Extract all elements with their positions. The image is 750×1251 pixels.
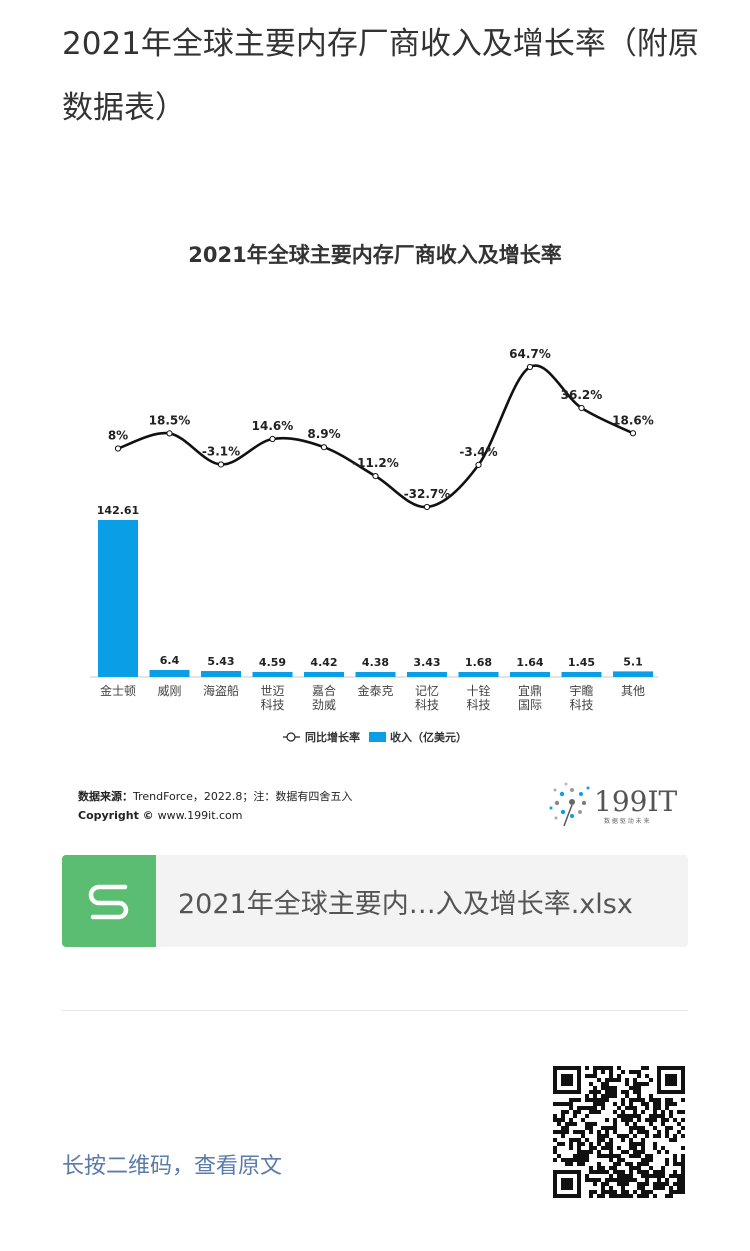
growth-data-label: 8.9% xyxy=(307,427,340,441)
source-note: 数据来源：TrendForce，2022.8；注：数据有四舍五入 xyxy=(78,789,352,803)
bar xyxy=(613,671,653,677)
growth-line-series: 8% 18.5% -3.1% 14.6% 8.9% -11.2% -32.7% -3.4% 64… xyxy=(108,347,654,511)
legend: 同比增长率 收入（亿美元） xyxy=(283,730,467,744)
copyright-text: www.199it.com xyxy=(158,809,243,822)
chart-card: 2021年全球主要内存厂商收入及增长率 142.61 6.4 5.43 4.59 4.4… xyxy=(60,210,700,840)
x-tick-label: 宜鼎 xyxy=(518,683,542,698)
x-tick-label: 十铨 xyxy=(466,683,490,698)
bar-data-label: 5.1 xyxy=(623,655,643,668)
growth-point xyxy=(320,444,328,451)
bar xyxy=(149,669,190,677)
bar-data-label: 4.42 xyxy=(310,656,337,669)
bar-data-label: 4.59 xyxy=(259,656,286,669)
growth-point xyxy=(526,363,534,371)
growth-data-label: 18.5% xyxy=(149,413,191,427)
chart: 2021年全球主要内存厂商收入及增长率 142.61 6.4 5.43 4.59 4.4… xyxy=(78,243,678,827)
growth-point xyxy=(269,435,276,443)
bar xyxy=(98,520,138,677)
x-tick-label: 金士顿 xyxy=(100,683,136,698)
page-title: 2021年全球主要内存厂商收入及增长率（附原数据表） xyxy=(62,26,699,126)
attachment-filename: 2021年全球主要内…入及增长率.xlsx xyxy=(178,888,633,920)
attachment-card[interactable]: 2021年全球主要内…入及增长率.xlsx xyxy=(62,855,688,947)
bar-series: 142.61 6.4 5.43 4.59 4.42 4.38 3.43 1.68 1.64 1.4… xyxy=(97,504,653,677)
logo-tagline: 数 据 驱 动 未 来 xyxy=(604,817,650,825)
bar xyxy=(458,672,499,677)
bar-data-label: 3.43 xyxy=(413,656,440,669)
dandelion-icon xyxy=(549,782,590,827)
x-tick-label: 记忆 xyxy=(415,684,439,698)
x-tick-label: 科技 xyxy=(569,698,593,712)
growth-data-label: 18.6% xyxy=(612,413,654,427)
x-tick-label: 世迈 xyxy=(260,684,284,698)
growth-point xyxy=(114,445,122,452)
bar xyxy=(407,672,447,677)
growth-data-label: -11.2% xyxy=(352,456,399,470)
copyright-label: Copyright © xyxy=(78,809,154,822)
x-tick-label: 嘉合 xyxy=(312,683,336,698)
growth-data-label: 64.7% xyxy=(509,347,551,361)
bar-data-label: 4.38 xyxy=(362,656,389,669)
x-tick-label: 科技 xyxy=(466,698,490,712)
bar-data-label: 5.43 xyxy=(207,655,234,668)
bar xyxy=(201,671,241,677)
growth-data-label: 8% xyxy=(108,428,128,442)
growth-data-label: -32.7% xyxy=(404,487,451,501)
growth-point xyxy=(372,472,379,480)
x-tick-label: 科技 xyxy=(415,698,439,712)
growth-data-label: -3.4% xyxy=(459,445,497,459)
bar-data-label: 142.61 xyxy=(97,504,139,517)
copyright-note: Copyright © www.199it.com xyxy=(78,809,243,822)
bar-data-label: 1.68 xyxy=(465,656,492,669)
x-tick-label: 科技 xyxy=(260,698,284,712)
bar-data-label: 6.4 xyxy=(160,654,180,667)
spreadsheet-icon xyxy=(62,855,156,947)
bar xyxy=(252,671,293,677)
x-tick-label: 国际 xyxy=(518,698,542,712)
bar-data-label: 1.45 xyxy=(568,656,595,669)
legend-line-marker xyxy=(286,732,296,742)
x-tick-label: 劲威 xyxy=(312,698,336,712)
199it-logo: 199IT 数 据 驱 动 未 来 xyxy=(549,782,678,827)
growth-point xyxy=(423,503,431,511)
growth-data-label: -3.1% xyxy=(202,444,240,458)
growth-line xyxy=(117,364,634,509)
legend-bar-label: 收入（亿美元） xyxy=(390,730,467,744)
bar xyxy=(355,672,396,677)
logo-text: 199IT xyxy=(594,785,678,818)
growth-point xyxy=(166,430,173,437)
legend-bar-swatch xyxy=(369,732,386,742)
bar xyxy=(510,672,550,677)
bar xyxy=(561,672,602,677)
growth-point xyxy=(475,461,482,468)
x-tick-label: 海盗船 xyxy=(203,683,239,698)
qr-code[interactable] xyxy=(553,1066,685,1198)
chart-title: 2021年全球主要内存厂商收入及增长率 xyxy=(188,243,561,267)
growth-data-label: 14.6% xyxy=(252,419,294,433)
growth-data-label: 36.2% xyxy=(561,388,603,402)
x-tick-label: 宇瞻 xyxy=(569,684,593,698)
growth-point xyxy=(629,430,637,437)
source-text: TrendForce，2022.8；注：数据有四舍五入 xyxy=(132,789,352,803)
x-tick-label: 威刚 xyxy=(157,684,181,698)
longpress-hint: 长按二维码，查看原文 xyxy=(62,1154,283,1179)
bar xyxy=(304,672,344,677)
source-label: 数据来源： xyxy=(78,789,133,803)
legend-line-label: 同比增长率 xyxy=(305,730,360,744)
growth-point xyxy=(578,404,585,412)
x-tick-label: 金泰克 xyxy=(357,683,393,698)
growth-point xyxy=(217,461,225,468)
x-tick-label: 其他 xyxy=(621,684,645,698)
bar-data-label: 1.64 xyxy=(516,656,543,669)
divider xyxy=(62,1010,688,1011)
